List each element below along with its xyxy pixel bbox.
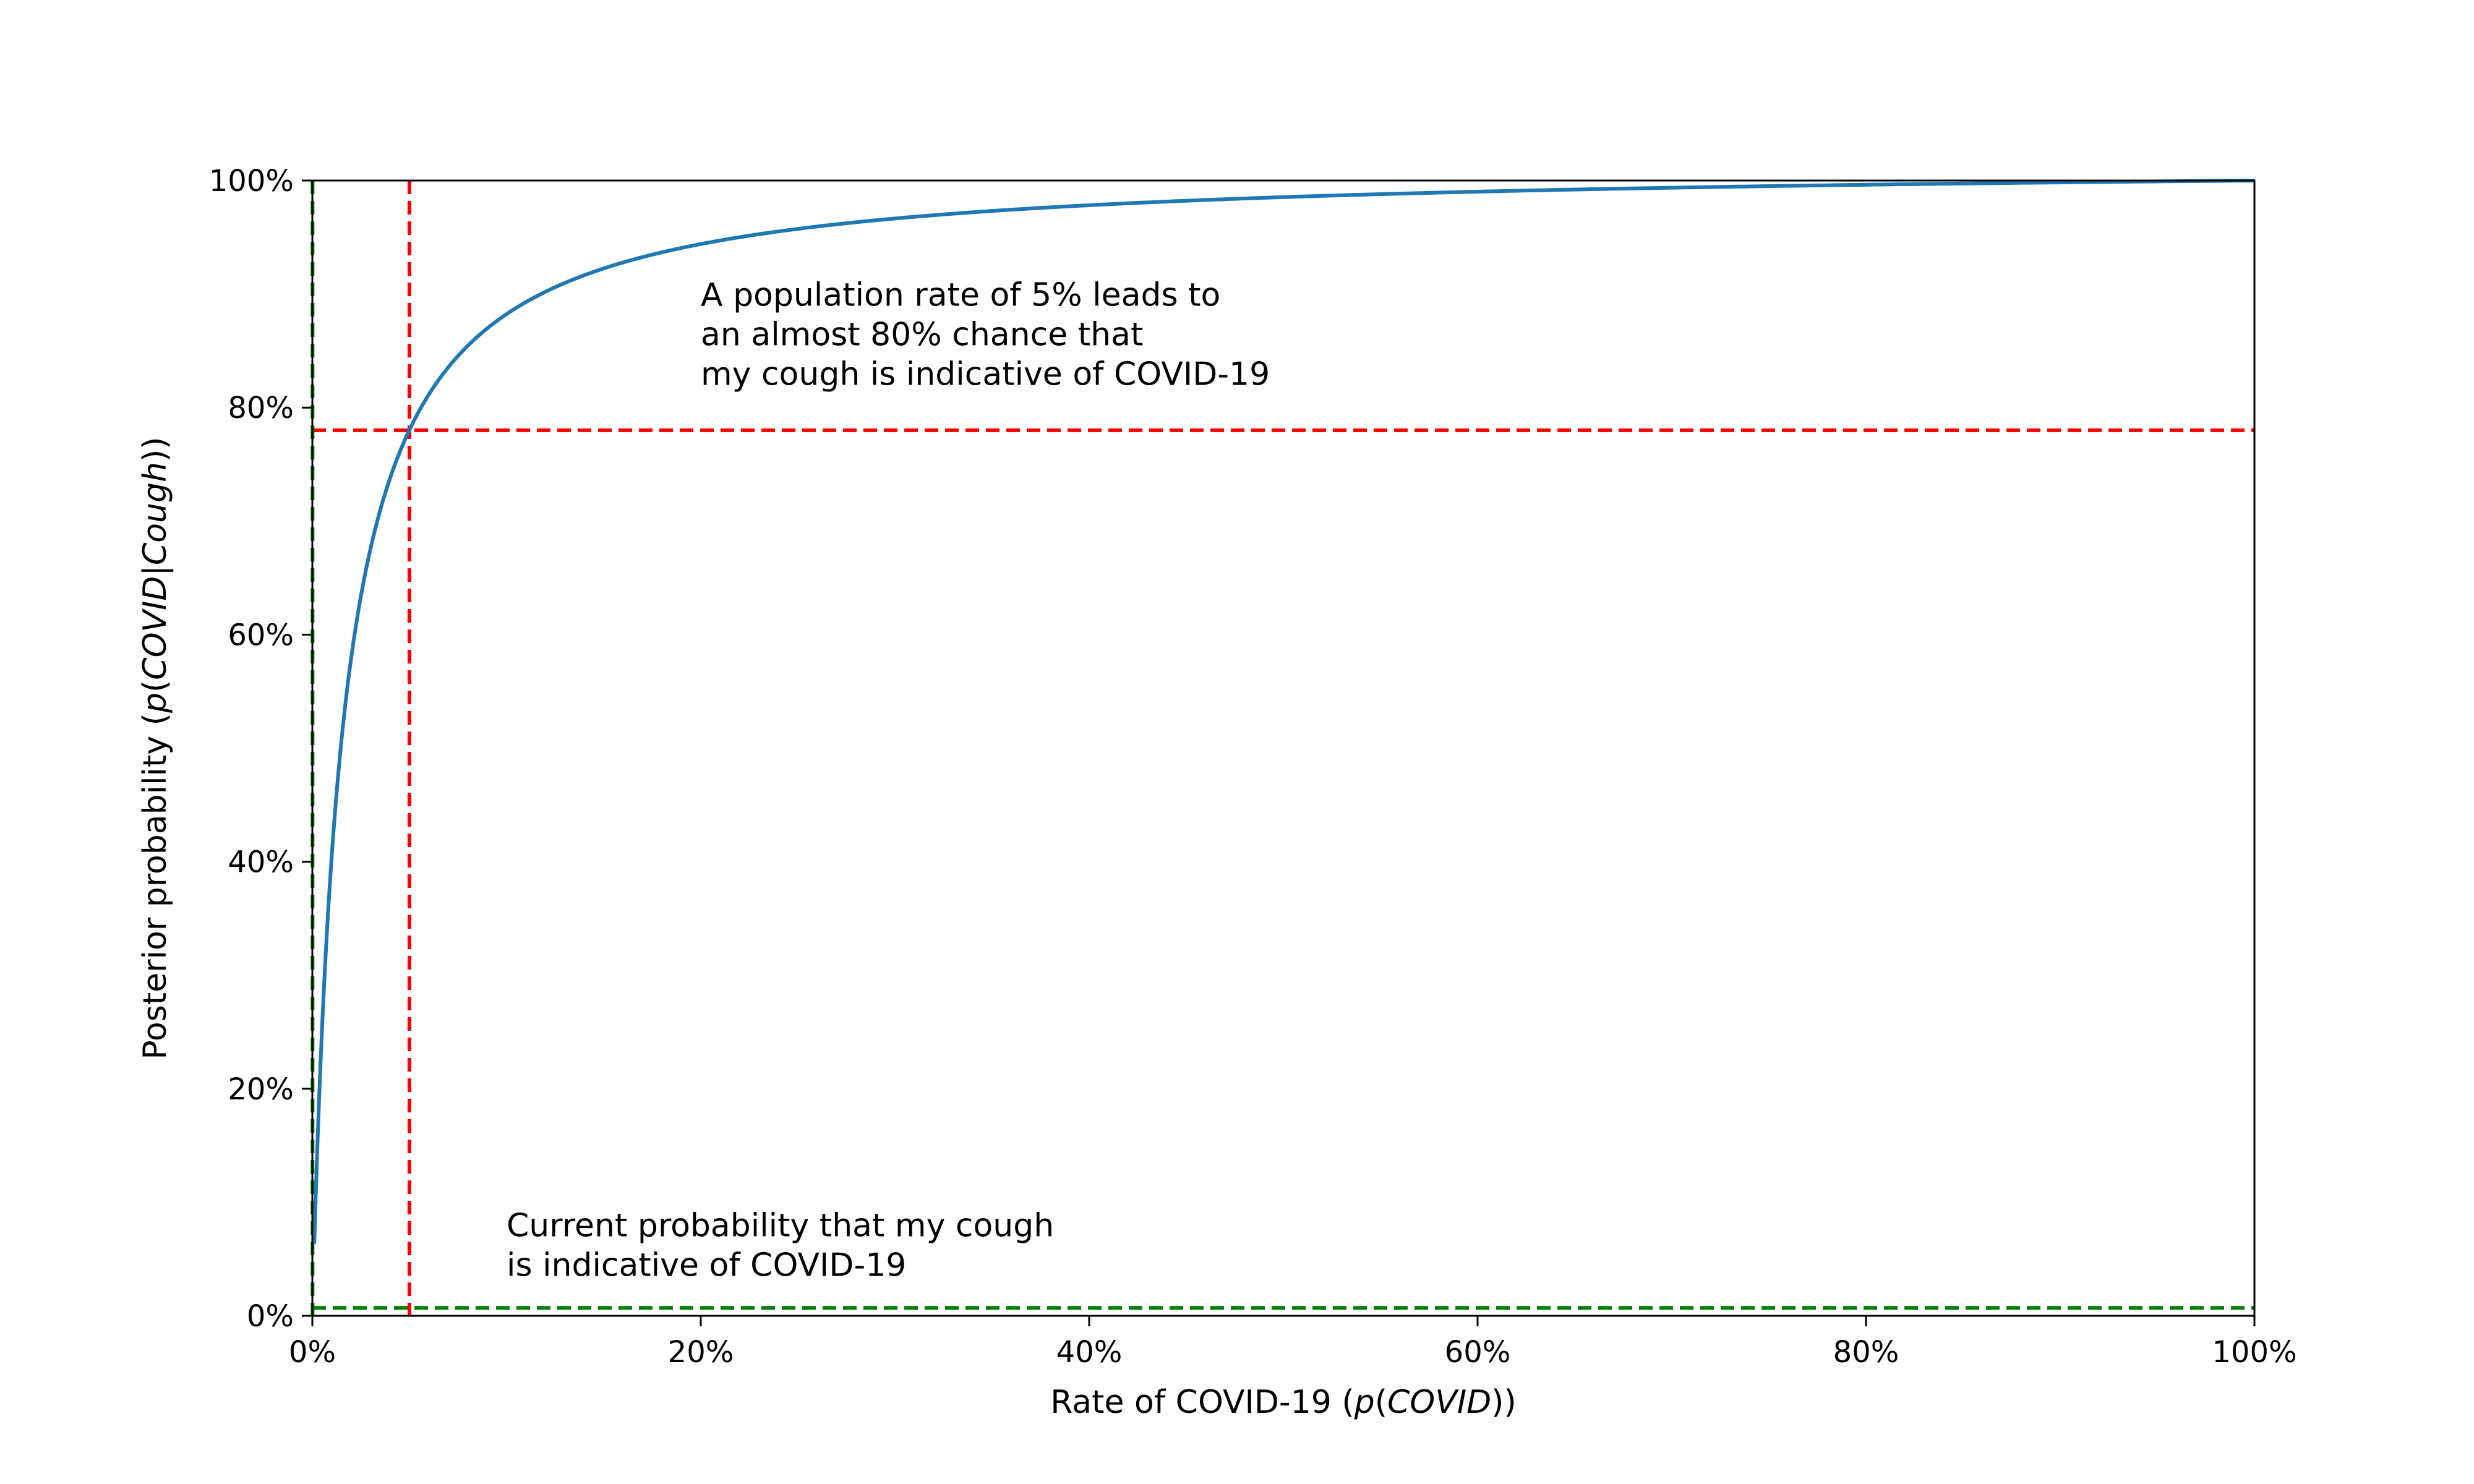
axis-label-part: ( <box>1375 1384 1387 1421</box>
annotation-1: Current probability that my cough is indi… <box>507 1208 1054 1284</box>
x-tick-label: 20% <box>668 1335 734 1370</box>
x-axis-label: Rate of COVID-19 (p(COVID)) <box>1050 1384 1517 1421</box>
axis-label-part: COVID <box>137 576 174 680</box>
y-axis-label: Posterior probability (p(COVID|Cough)) <box>137 437 174 1059</box>
x-tick-label: 80% <box>1833 1335 1899 1370</box>
y-tick-label: 40% <box>228 845 294 880</box>
annotation-line: Current probability that my cough <box>507 1208 1054 1245</box>
series-line-0 <box>312 179 2255 1246</box>
y-tick-label: 0% <box>247 1299 294 1334</box>
axis-label-part: | <box>137 565 174 576</box>
annotation-line: an almost 80% chance that <box>701 316 1143 353</box>
axis-label-part: Rate of COVID-19 ( <box>1050 1384 1354 1421</box>
x-tick-label: 40% <box>1056 1335 1123 1370</box>
axis-label-part: ( <box>137 680 174 693</box>
annotation-line: is indicative of COVID-19 <box>507 1247 906 1284</box>
x-axis-ticks: 0% 20% 40% 60% 80% 100% <box>289 1316 2297 1370</box>
annotations: A population rate of 5% leads to an almos… <box>507 276 1270 1284</box>
y-tick-label: 20% <box>228 1072 294 1107</box>
x-tick-label: 60% <box>1445 1335 1511 1370</box>
y-axis-ticks: 0% 20% 40% 60% 80% 100% <box>209 164 312 1334</box>
axis-label-part: )) <box>137 437 174 462</box>
axis-label-part: COVID <box>1387 1384 1491 1421</box>
x-tick-label: 100% <box>2212 1335 2296 1370</box>
x-tick-label: 0% <box>289 1335 336 1370</box>
axis-label-part: Posterior probability ( <box>137 713 174 1060</box>
axes-frame <box>311 179 2256 1317</box>
y-tick-label: 100% <box>209 164 294 198</box>
axis-label-part: p <box>137 693 174 714</box>
y-tick-label: 80% <box>228 391 294 425</box>
axis-label-part: )) <box>1491 1384 1517 1421</box>
axis-label-part: p <box>1354 1384 1375 1421</box>
annotation-line: my cough is indicative of COVID-19 <box>701 356 1270 393</box>
series-layer <box>312 179 2255 1246</box>
annotation-0: A population rate of 5% leads to an almos… <box>701 276 1270 393</box>
axis-label-part: Cough <box>137 462 174 565</box>
annotation-line: A population rate of 5% leads to <box>701 276 1220 313</box>
y-tick-label: 60% <box>228 618 294 652</box>
